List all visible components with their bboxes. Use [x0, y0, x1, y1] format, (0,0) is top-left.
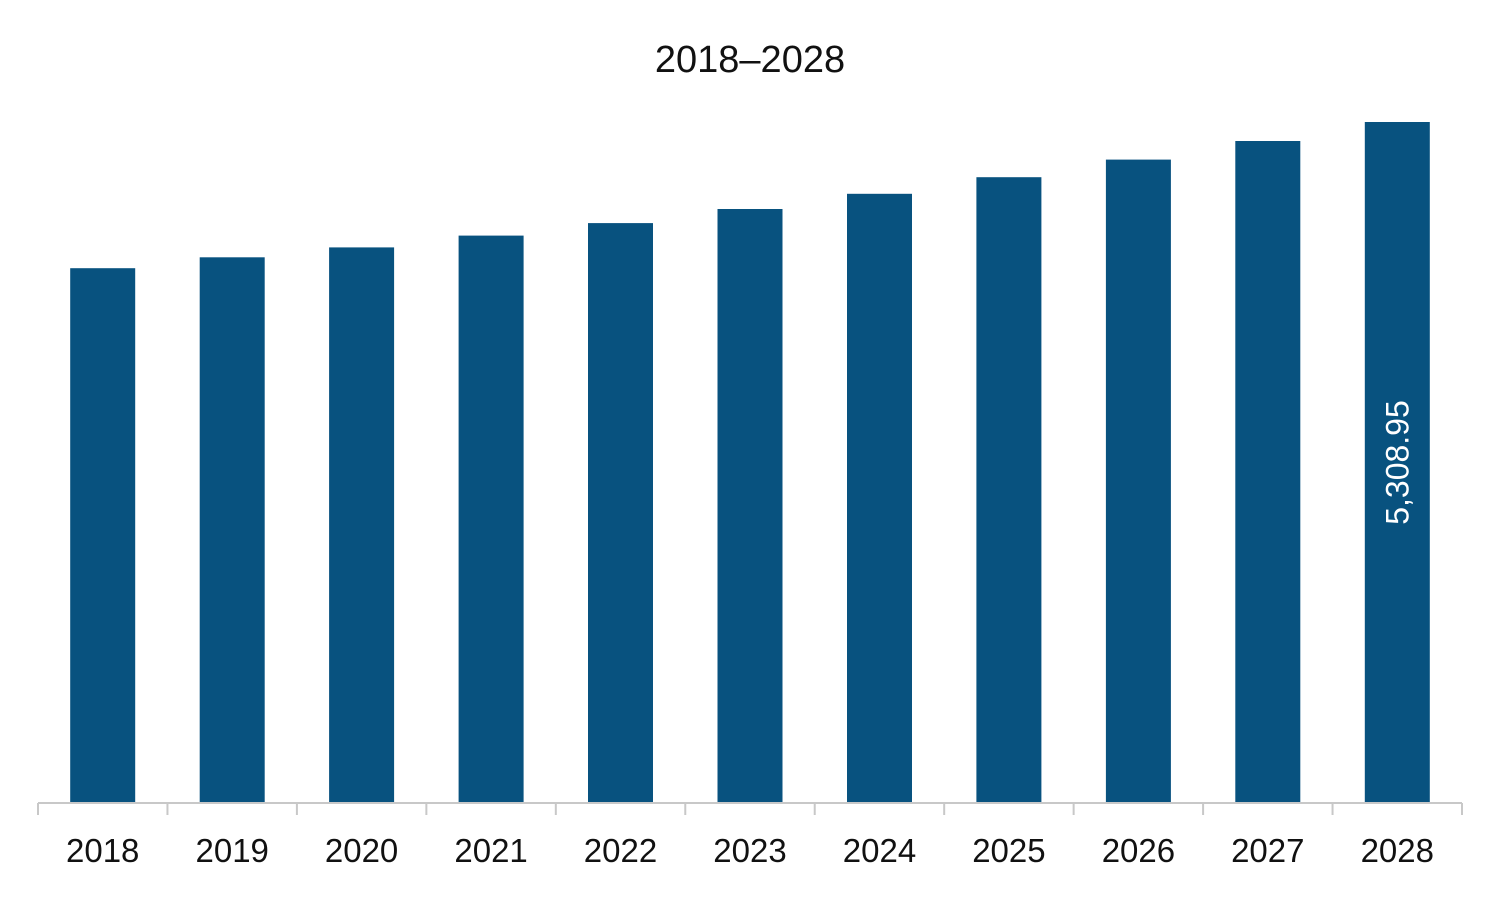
bar-2019: [199, 257, 265, 803]
bar-2020: [329, 247, 395, 803]
bar-2025: [976, 177, 1042, 803]
data-label-2028: 5,308.95: [1379, 400, 1415, 525]
bar-2022: [588, 223, 653, 804]
x-tick-label-2027: 2027: [1231, 832, 1304, 869]
bar-2026: [1105, 159, 1171, 804]
x-tick-label-2021: 2021: [454, 832, 527, 869]
x-tick-label-2018: 2018: [66, 832, 139, 869]
x-tick-label-2024: 2024: [843, 832, 916, 869]
x-tick-label-2020: 2020: [325, 832, 398, 869]
x-axis-ticks: [37, 803, 1463, 815]
x-tick-label-2023: 2023: [713, 832, 786, 869]
chart-title: 2018–2028: [655, 39, 845, 81]
x-tick-label-2026: 2026: [1102, 832, 1175, 869]
data-labels: 5,308.95: [1379, 400, 1415, 525]
bar-2018: [70, 268, 136, 803]
bar-2027: [1235, 141, 1301, 803]
bar-2021: [458, 235, 524, 804]
x-tick-label-2019: 2019: [195, 832, 268, 869]
bar-2028: [1364, 122, 1430, 803]
x-tick-label-2025: 2025: [972, 832, 1045, 869]
x-tick-label-2028: 2028: [1361, 832, 1434, 869]
bar-2024: [847, 193, 912, 804]
bar-2023: [717, 209, 783, 803]
bars-group: [70, 122, 1430, 804]
x-tick-label-2022: 2022: [584, 832, 657, 869]
x-axis-labels: 2018 2019 2020 2021 2022 2023 2024 2025 2026 2027…: [66, 832, 1434, 869]
